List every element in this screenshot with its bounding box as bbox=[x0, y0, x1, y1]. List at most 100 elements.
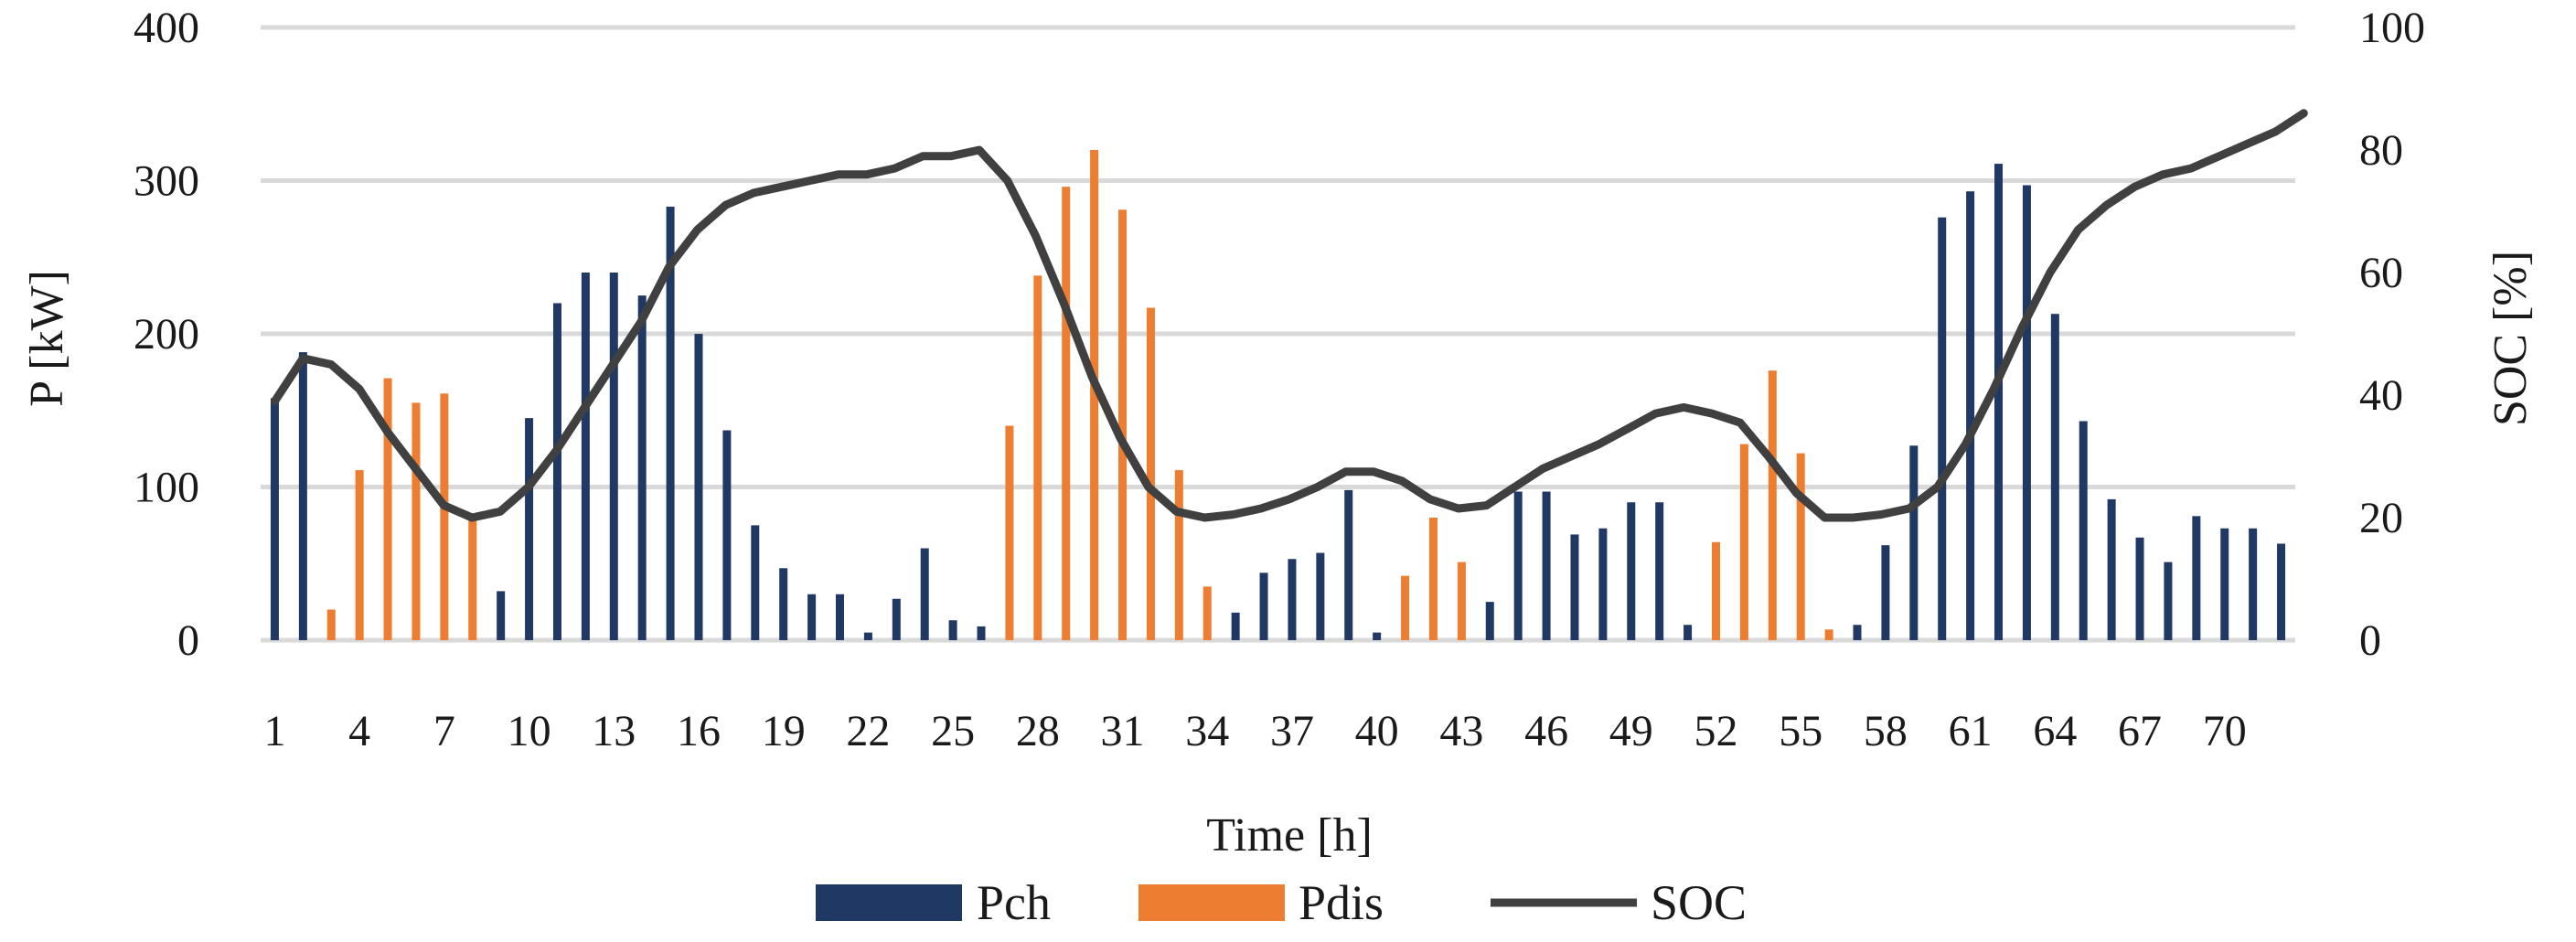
pch-bar bbox=[2107, 498, 2116, 640]
pdis-bar bbox=[1768, 370, 1777, 640]
pch-bar bbox=[1373, 632, 1382, 640]
left-tick-label: 400 bbox=[134, 4, 199, 52]
x-tick-label: 46 bbox=[1524, 707, 1568, 755]
x-tick-label: 37 bbox=[1270, 707, 1314, 755]
pch-bar bbox=[892, 598, 901, 640]
pch-bar bbox=[1259, 573, 1268, 640]
pch-bar bbox=[581, 273, 590, 640]
pdis-bar bbox=[383, 378, 392, 640]
x-tick-label: 70 bbox=[2203, 707, 2247, 755]
right-tick-label: 20 bbox=[2359, 494, 2403, 542]
x-tick-label: 31 bbox=[1101, 707, 1145, 755]
right-tick-label: 40 bbox=[2359, 371, 2403, 420]
legend-label-pdis: Pdis bbox=[1299, 875, 1384, 930]
pch-bar bbox=[666, 206, 675, 640]
x-tick-label: 40 bbox=[1355, 707, 1399, 755]
pch-bar bbox=[1570, 534, 1579, 640]
left-axis-title: P [kW] bbox=[21, 270, 73, 407]
x-tick-label: 25 bbox=[931, 707, 975, 755]
pch-bar bbox=[1994, 164, 2004, 640]
pch-bar bbox=[1513, 491, 1523, 640]
pdis-bar bbox=[1062, 187, 1071, 640]
x-axis-title: Time [h] bbox=[1206, 809, 1373, 862]
pch-bars bbox=[270, 164, 2286, 640]
pch-bar bbox=[920, 548, 929, 640]
left-axis-ticks: 0 100 200 300 400 bbox=[134, 4, 199, 665]
x-tick-label: 43 bbox=[1439, 707, 1483, 755]
pch-bar bbox=[779, 568, 788, 640]
x-tick-label: 7 bbox=[433, 707, 455, 755]
pch-bar bbox=[1598, 528, 1608, 640]
pdis-bar bbox=[1202, 586, 1212, 640]
pch-bar bbox=[1316, 552, 1325, 640]
pch-bar bbox=[977, 626, 986, 640]
pch-bar bbox=[751, 525, 760, 640]
x-tick-label: 58 bbox=[1864, 707, 1908, 755]
x-tick-label: 64 bbox=[2033, 707, 2077, 755]
pch-bar bbox=[2022, 185, 2031, 640]
x-tick-label: 55 bbox=[1779, 707, 1822, 755]
right-tick-label: 80 bbox=[2359, 126, 2403, 175]
pdis-bar bbox=[1146, 307, 1155, 640]
pdis-bar bbox=[1401, 575, 1410, 640]
pdis-bar bbox=[1005, 425, 1014, 640]
pch-bar bbox=[1881, 545, 1890, 640]
pch-bar bbox=[1231, 612, 1240, 640]
left-tick-label: 0 bbox=[177, 616, 199, 665]
right-tick-label: 100 bbox=[2359, 4, 2425, 52]
pch-bar bbox=[298, 352, 307, 640]
x-tick-label: 4 bbox=[348, 707, 370, 755]
legend-label-pch: Pch bbox=[977, 875, 1051, 930]
pdis-bar bbox=[412, 402, 421, 640]
pch-bar bbox=[1938, 217, 1947, 640]
pch-bar bbox=[609, 273, 618, 640]
pch-bar bbox=[1542, 491, 1551, 640]
x-tick-label: 34 bbox=[1185, 707, 1229, 755]
pdis-bar bbox=[1711, 541, 1720, 640]
pdis-bar bbox=[1824, 629, 1833, 640]
gridlines bbox=[261, 25, 2295, 643]
pch-bar bbox=[694, 334, 703, 640]
x-tick-label: 1 bbox=[263, 707, 285, 755]
legend-swatch-pch bbox=[816, 884, 962, 921]
pdis-bar bbox=[1118, 209, 1128, 640]
pch-bar bbox=[2079, 421, 2088, 640]
pch-bar bbox=[497, 591, 506, 640]
right-tick-label: 60 bbox=[2359, 249, 2403, 297]
pch-bar bbox=[552, 303, 561, 640]
pch-bar bbox=[836, 594, 845, 640]
pdis-bar bbox=[1796, 453, 1805, 640]
right-axis-ticks: 0 20 40 60 80 100 bbox=[2359, 4, 2425, 665]
pdis-bar bbox=[326, 609, 336, 640]
pdis-bar bbox=[1739, 444, 1748, 640]
left-tick-label: 200 bbox=[134, 310, 199, 359]
right-axis-title: SOC [%] bbox=[2485, 251, 2537, 426]
x-tick-label: 49 bbox=[1609, 707, 1653, 755]
pch-bar bbox=[807, 594, 817, 640]
pch-bar bbox=[525, 418, 534, 640]
left-tick-label: 300 bbox=[134, 157, 199, 206]
x-tick-label: 67 bbox=[2118, 707, 2162, 755]
pch-bar bbox=[1485, 602, 1494, 640]
pch-bar bbox=[948, 620, 957, 640]
pch-bar bbox=[1909, 445, 1919, 640]
pch-bar bbox=[270, 398, 279, 640]
x-tick-label: 13 bbox=[592, 707, 636, 755]
pdis-bar bbox=[440, 393, 449, 640]
pdis-bars bbox=[326, 150, 1833, 640]
pdis-bar bbox=[1090, 150, 1099, 640]
pch-bar bbox=[1627, 502, 1636, 640]
pch-bar bbox=[1853, 625, 1862, 640]
pch-bar bbox=[2164, 562, 2173, 640]
pch-bar bbox=[722, 430, 732, 640]
pdis-bar bbox=[1457, 562, 1466, 640]
x-axis-ticks: 1 4 7 10 13 16 19 22 25 28 31 34 37 40 43 46 49 52 55 58 61 6… bbox=[263, 707, 2246, 755]
x-tick-label: 16 bbox=[677, 707, 721, 755]
pdis-bar bbox=[1428, 518, 1438, 640]
right-tick-label: 0 bbox=[2359, 616, 2381, 665]
pch-bar bbox=[1655, 502, 1664, 640]
pch-bar bbox=[2050, 314, 2059, 640]
pdis-bar bbox=[1033, 275, 1042, 640]
pdis-bar bbox=[1174, 470, 1183, 640]
